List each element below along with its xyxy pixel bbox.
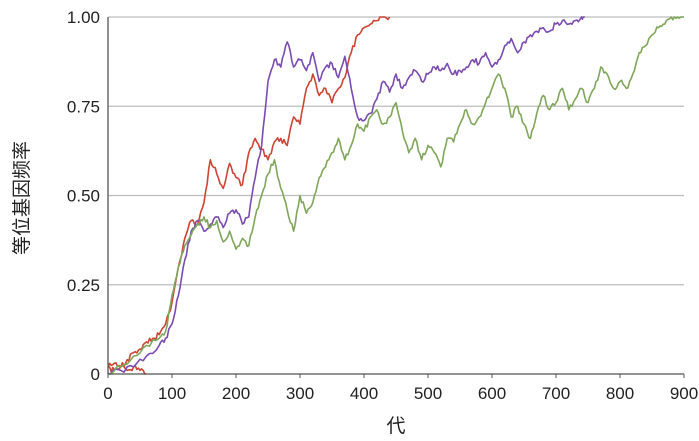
x-tick-label: 100 (158, 384, 186, 403)
grid-lines (108, 16, 684, 286)
x-tick-label: 0 (103, 384, 112, 403)
x-tick-label: 400 (350, 384, 378, 403)
series-lines (107, 16, 684, 375)
y-tick-label: 0.50 (67, 187, 100, 206)
x-tick-label: 900 (670, 384, 698, 403)
x-axis-title: 代 (386, 415, 405, 437)
y-tick-label: 0 (91, 365, 100, 384)
y-tick-label: 0.75 (67, 97, 100, 116)
x-tick-label: 700 (542, 384, 570, 403)
y-axis-title: 等位基因频率 (11, 141, 33, 255)
x-tick-label: 300 (286, 384, 314, 403)
x-tick-label: 600 (478, 384, 506, 403)
y-tick-label: 1.00 (67, 8, 100, 27)
series-line-4 (108, 16, 684, 375)
axes (107, 17, 685, 378)
series-line-1 (107, 16, 391, 368)
y-tick-label: 0.25 (67, 276, 100, 295)
x-tick-label: 500 (414, 384, 442, 403)
x-tick-labels: 0 100 200 300 400 500 600 700 800 900 (103, 384, 698, 403)
y-tick-labels: 0 0.25 0.50 0.75 1.00 (67, 8, 100, 384)
x-tick-label: 200 (222, 384, 250, 403)
x-tick-label: 800 (606, 384, 634, 403)
